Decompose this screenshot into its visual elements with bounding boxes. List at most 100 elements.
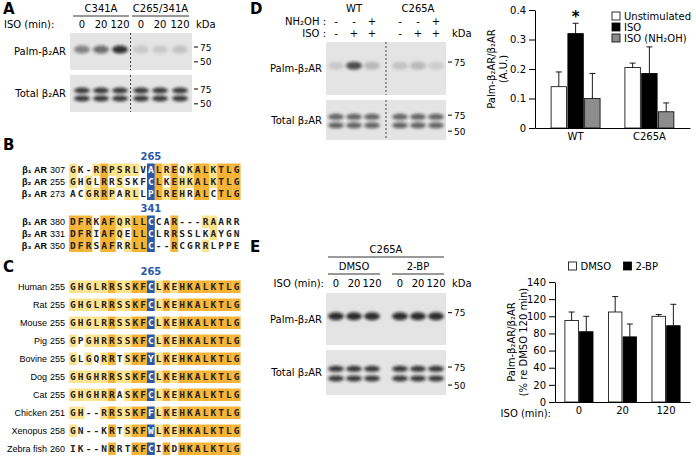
lane-label: 120	[426, 278, 445, 289]
marker-tick	[448, 62, 452, 63]
highlight	[209, 371, 217, 384]
highlight	[108, 299, 116, 312]
condition-sign: +	[368, 16, 376, 27]
lane-label: 20	[412, 278, 425, 289]
band	[410, 366, 426, 372]
highlight	[139, 371, 147, 384]
band	[328, 62, 344, 70]
highlight	[209, 407, 217, 420]
blot	[326, 350, 446, 395]
highlight	[124, 188, 132, 201]
row-name: Rat	[33, 300, 48, 310]
highlight	[69, 299, 77, 312]
band	[133, 46, 149, 54]
highlight	[147, 425, 155, 438]
band	[93, 95, 109, 101]
sequence: GHGLRRSSKFCLKEHKALKTLG	[70, 317, 240, 328]
band	[74, 95, 90, 101]
highlight	[233, 389, 241, 402]
highlight	[100, 389, 108, 402]
highlight	[209, 353, 217, 366]
highlight	[147, 281, 155, 294]
row-name: β₁ AR	[22, 217, 47, 227]
highlight	[116, 371, 124, 384]
highlight	[124, 407, 132, 420]
tick: 120	[527, 294, 555, 305]
highlight	[124, 281, 132, 294]
sequence: GH--RRSSKFFLKEHKALKTLG	[70, 407, 240, 418]
lane-label: 20	[154, 19, 167, 30]
highlight	[139, 317, 147, 330]
highlight	[186, 281, 194, 294]
highlight	[147, 317, 155, 330]
highlight	[217, 443, 225, 456]
row-name: Mouse	[20, 318, 47, 328]
highlight	[194, 335, 202, 348]
blot	[70, 75, 192, 112]
legend-swatch	[624, 262, 632, 270]
highlight	[92, 335, 100, 348]
row-name: β₁ AR	[22, 165, 47, 175]
lane-separator	[386, 100, 387, 140]
lane-separator	[130, 75, 131, 112]
band	[410, 312, 426, 320]
highlight	[139, 335, 147, 348]
marker-label: 75	[454, 363, 465, 373]
highlight	[124, 425, 132, 438]
tick-label: 0.2	[510, 64, 526, 75]
highlight	[155, 176, 163, 189]
highlight	[85, 240, 93, 253]
condition-sign: +	[414, 28, 422, 39]
highlight	[209, 425, 217, 438]
blot-label: Total β₂AR	[270, 367, 322, 378]
highlight	[77, 240, 85, 253]
highlight	[69, 389, 77, 402]
highlight	[100, 188, 108, 201]
band	[392, 375, 408, 381]
highlight	[209, 299, 217, 312]
highlight	[202, 240, 210, 253]
highlight	[108, 188, 116, 201]
highlight	[202, 443, 210, 456]
legend-swatch	[569, 262, 577, 270]
blot-label: Palm-β₂AR	[14, 46, 66, 57]
sequence: IK--NRRTKFCIKDHKALKTLG	[70, 443, 240, 454]
highlight	[178, 176, 186, 189]
tick-label: 0.3	[510, 34, 526, 45]
highlight	[225, 407, 233, 420]
band	[172, 46, 188, 54]
tick: 0.1	[510, 93, 535, 104]
highlight	[233, 353, 241, 366]
band	[172, 88, 188, 94]
error-bar	[589, 73, 595, 98]
highlight	[233, 164, 241, 177]
marker-tick	[194, 47, 198, 48]
highlight	[131, 389, 139, 402]
error-bar	[646, 47, 652, 74]
highlight	[217, 188, 225, 201]
row-start: 255	[50, 300, 65, 310]
bar	[652, 316, 665, 402]
highlight	[209, 317, 217, 330]
band	[93, 46, 109, 54]
bar	[585, 99, 600, 129]
condition-label: ISO :	[302, 28, 326, 39]
highlight	[202, 371, 210, 384]
chart: 020406080100120140020120ISO (min):Palm-β…	[501, 261, 691, 419]
unit-label: kDa	[452, 28, 472, 39]
highlight	[202, 188, 210, 201]
tick-label: WT	[568, 131, 585, 142]
underline	[132, 16, 189, 17]
blot	[326, 293, 446, 345]
highlight	[108, 317, 116, 330]
group-label: C265A	[402, 3, 435, 14]
highlight	[209, 176, 217, 189]
highlight	[163, 335, 171, 348]
highlight	[147, 176, 155, 189]
highlight	[100, 216, 108, 229]
highlight	[155, 425, 163, 438]
highlight	[108, 371, 116, 384]
blot	[70, 33, 192, 70]
highlight	[170, 335, 178, 348]
highlight	[92, 281, 100, 294]
